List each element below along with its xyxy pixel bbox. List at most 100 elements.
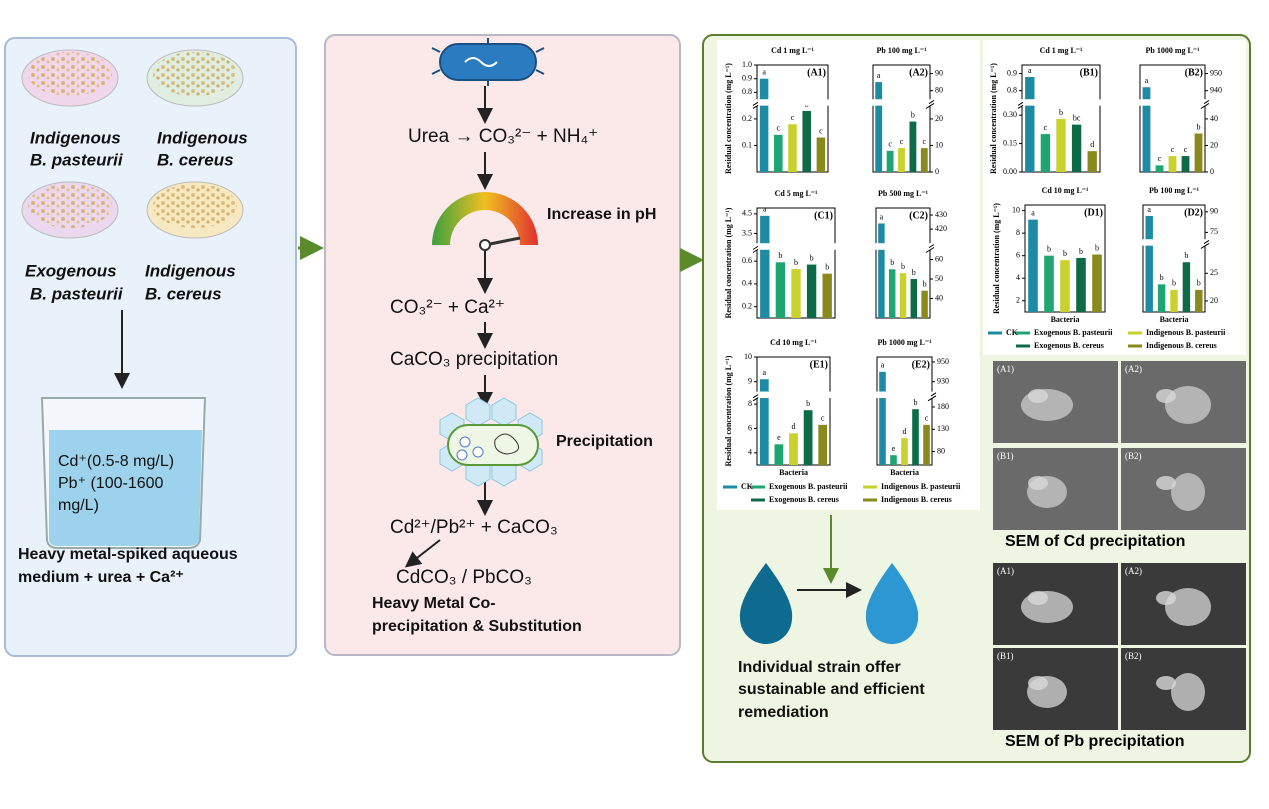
bar bbox=[822, 273, 832, 318]
bar bbox=[1195, 289, 1203, 312]
y-tick-label: 6 bbox=[748, 423, 752, 432]
bar bbox=[816, 137, 826, 172]
sem-image: (A2) bbox=[1121, 361, 1246, 443]
ph-gauge bbox=[432, 192, 538, 251]
dish-label: Indigenous bbox=[157, 128, 248, 147]
process-label: Precipitation bbox=[556, 433, 653, 450]
bar bbox=[806, 264, 817, 318]
process-label: Increase in pH bbox=[547, 206, 656, 223]
bar bbox=[1170, 289, 1178, 312]
significance-letter: b bbox=[810, 253, 814, 262]
bar bbox=[1071, 124, 1082, 172]
bar bbox=[1040, 134, 1051, 172]
sem-image: (A1) bbox=[993, 361, 1118, 443]
beaker-text: mg/L) bbox=[58, 497, 99, 514]
sem-particle bbox=[1156, 476, 1176, 490]
reaction-step: CO₃²⁻ + Ca²⁺ bbox=[390, 297, 505, 318]
y-tick-label: 0.8 bbox=[1007, 86, 1017, 95]
panel-tag: (A2) bbox=[909, 67, 928, 78]
chart-title: Cd 1 mg L⁻¹ bbox=[1040, 46, 1083, 55]
bar bbox=[791, 269, 801, 318]
bar bbox=[775, 262, 786, 318]
x-axis-label: Bacteria bbox=[1160, 315, 1189, 324]
panel-tag: (C2) bbox=[909, 210, 928, 221]
y-tick-label: 940 bbox=[1210, 86, 1222, 95]
significance-letter: c bbox=[791, 113, 795, 122]
significance-letter: b bbox=[912, 268, 916, 277]
petri-dishes bbox=[21, 49, 244, 239]
chart-title: Pb 1000 mg L⁻¹ bbox=[1146, 46, 1201, 55]
sem-tag: (B1) bbox=[997, 451, 1014, 461]
bar bbox=[912, 409, 919, 465]
significance-letter: d bbox=[903, 427, 907, 436]
significance-letter: c bbox=[1184, 145, 1188, 154]
panel-box bbox=[324, 34, 681, 656]
bar bbox=[888, 269, 896, 318]
x-axis-label: Bacteria bbox=[779, 468, 808, 477]
bar bbox=[921, 290, 928, 318]
bar bbox=[1028, 219, 1038, 312]
significance-letter: a bbox=[1147, 205, 1151, 214]
y-tick-label: 3.5 bbox=[742, 228, 752, 237]
dish-label: Indigenous bbox=[145, 261, 236, 280]
axis-break bbox=[758, 391, 829, 399]
caption: medium + urea + Ca²⁺ bbox=[18, 569, 184, 586]
y-tick-label: 0 bbox=[1210, 167, 1214, 176]
bar bbox=[899, 273, 907, 318]
significance-letter: a bbox=[880, 212, 884, 221]
sem-tag: (A2) bbox=[1125, 566, 1142, 576]
significance-letter: c bbox=[888, 140, 892, 149]
panel-tag: (D2) bbox=[1184, 207, 1203, 218]
significance-letter: a bbox=[763, 368, 767, 377]
panel-tag: (C1) bbox=[814, 210, 833, 221]
significance-letter: e bbox=[892, 444, 896, 453]
y-tick-label: 10 bbox=[744, 352, 752, 361]
bar bbox=[789, 433, 798, 465]
sem-particle bbox=[1171, 473, 1205, 511]
y-tick-label: 950 bbox=[937, 357, 949, 366]
bar bbox=[1092, 254, 1102, 312]
sem-tag: (A1) bbox=[997, 566, 1014, 576]
y-tick-label: 10 bbox=[1012, 205, 1020, 214]
significance-letter: a bbox=[1031, 208, 1035, 217]
y-tick-label: 8 bbox=[748, 399, 752, 408]
reaction-step: CaCO₃ precipitation bbox=[390, 349, 558, 370]
chart-title: Cd 1 mg L⁻¹ bbox=[771, 46, 814, 55]
legend-label: Indigenous B. pasteurii bbox=[881, 482, 961, 491]
bar bbox=[802, 110, 811, 172]
bar bbox=[1181, 156, 1190, 172]
significance-letter: c bbox=[900, 137, 904, 146]
sem-particle bbox=[1156, 676, 1176, 690]
chart-title: Pb 500 mg L⁻¹ bbox=[878, 189, 929, 198]
significance-letter: b bbox=[1059, 108, 1063, 117]
significance-letter: bc bbox=[1073, 113, 1081, 122]
significance-letter: b bbox=[806, 399, 810, 408]
bar bbox=[774, 134, 783, 172]
caption: Heavy Metal Co- bbox=[372, 595, 496, 612]
significance-letter: b bbox=[825, 262, 829, 271]
conclusion: sustainable and efficient bbox=[738, 681, 925, 698]
charts: 0.10.20.80.91.0accbcCd 1 mg L⁻¹(A1)Resid… bbox=[723, 46, 1246, 750]
sem-particle bbox=[1028, 676, 1048, 690]
significance-letter: a bbox=[763, 205, 767, 214]
legend-label: CK bbox=[1006, 328, 1019, 337]
bar bbox=[879, 371, 886, 465]
sem-particle bbox=[1028, 389, 1048, 403]
panel-tag: (E1) bbox=[810, 359, 828, 370]
y-tick-label: 0.2 bbox=[742, 301, 752, 310]
chart-title: Pb 100 mg L⁻¹ bbox=[877, 46, 928, 55]
y-axis-label: Residual concentration (mg L⁻¹) bbox=[724, 207, 733, 318]
y-tick-label: 90 bbox=[1210, 207, 1218, 216]
y-tick-label: 25 bbox=[1210, 268, 1218, 277]
beaker-text: Pb⁺ (100-1600 bbox=[58, 475, 164, 492]
significance-letter: b bbox=[778, 251, 782, 260]
y-tick-label: 0.4 bbox=[742, 279, 752, 288]
axis-break bbox=[877, 243, 929, 250]
conclusion: Individual strain offer bbox=[738, 659, 901, 676]
axis-break bbox=[874, 99, 929, 106]
bar bbox=[1025, 76, 1035, 172]
bar bbox=[1087, 151, 1097, 172]
chart-title: Cd 10 mg L⁻¹ bbox=[1042, 186, 1089, 195]
reaction-step: Cd²⁺/Pb²⁺ + CaCO₃ bbox=[390, 517, 558, 538]
sem-particle bbox=[1028, 591, 1048, 605]
